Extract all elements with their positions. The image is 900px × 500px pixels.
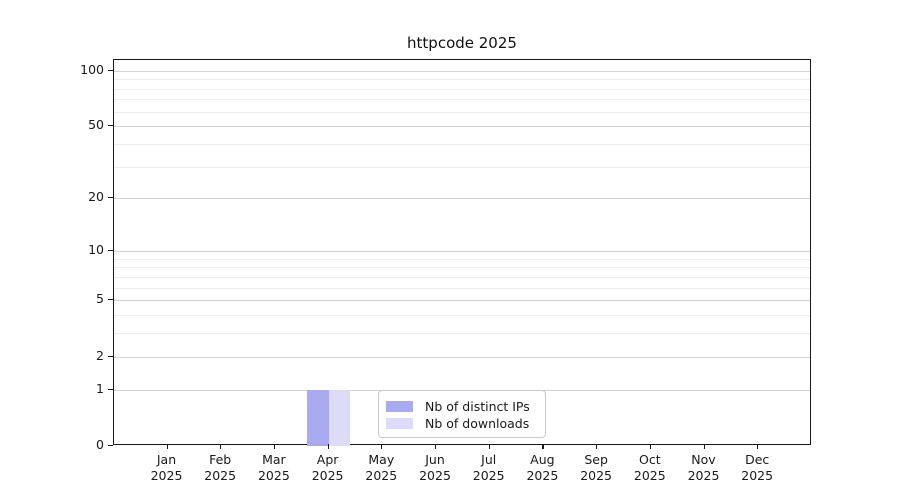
y-tick-label-50: 50: [88, 117, 104, 133]
bar-nb-of-downloads-apr: [328, 389, 351, 446]
y-tick-0: [108, 445, 113, 447]
gridline-major-50: [114, 126, 810, 128]
x-tick-apr: [327, 444, 329, 449]
x-tick-label-mar: Mar 2025: [257, 452, 290, 483]
x-tick-label-jan: Jan 2025: [150, 452, 183, 483]
x-tick-may: [381, 444, 383, 449]
gridline-major-2: [114, 356, 810, 358]
legend-item-distinct-ips: Nb of distinct IPs: [386, 398, 537, 414]
x-tick-label-feb: Feb 2025: [204, 452, 237, 483]
legend-swatch-downloads-icon: [386, 417, 413, 429]
x-tick-sep: [596, 444, 598, 449]
x-tick-label-aug: Aug 2025: [526, 452, 559, 483]
x-tick-label-apr: Apr 2025: [311, 452, 344, 483]
gridline-minor-9: [114, 258, 810, 260]
y-tick-label-20: 20: [88, 189, 104, 205]
gridline-minor-40: [114, 143, 810, 145]
y-tick-label-1: 1: [96, 380, 104, 396]
x-tick-label-jul: Jul 2025: [472, 452, 505, 483]
plot-area: Nb of distinct IPs Nb of downloads: [113, 59, 811, 446]
x-tick-label-dec: Dec 2025: [741, 452, 774, 483]
x-tick-nov: [703, 444, 705, 449]
bar-nb-of-distinct-ips-apr: [307, 389, 329, 446]
gridline-minor-60: [114, 111, 810, 113]
x-tick-mar: [273, 444, 276, 449]
x-tick-aug: [542, 444, 544, 449]
gridline-major-20: [114, 198, 810, 200]
gridline-major-5: [114, 300, 810, 302]
legend: Nb of distinct IPs Nb of downloads: [378, 390, 546, 438]
gridline-major-10: [114, 250, 810, 252]
gridline-minor-3: [114, 333, 810, 335]
x-tick-label-sep: Sep 2025: [580, 452, 612, 483]
y-tick-1: [108, 388, 113, 390]
x-tick-label-nov: Nov 2025: [687, 452, 720, 483]
gridline-minor-7: [114, 276, 810, 278]
gridline-minor-8: [114, 267, 810, 269]
chart-title: httpcode 2025: [407, 34, 517, 52]
gridline-minor-30: [114, 166, 810, 168]
legend-label-downloads: Nb of downloads: [425, 415, 530, 431]
x-tick-oct: [649, 444, 651, 449]
legend-item-downloads: Nb of downloads: [386, 415, 537, 431]
gridline-minor-70: [114, 99, 810, 101]
y-tick-label-10: 10: [88, 241, 104, 257]
gridline-major-100: [114, 70, 810, 72]
y-tick-100: [108, 69, 113, 71]
x-tick-jul: [488, 444, 490, 449]
x-tick-label-oct: Oct 2025: [633, 452, 666, 483]
y-tick-2: [108, 355, 113, 357]
y-tick-label-0: 0: [96, 437, 104, 452]
y-tick-20: [108, 197, 113, 199]
y-tick-label-100: 100: [80, 61, 104, 77]
legend-label-distinct-ips: Nb of distinct IPs: [425, 398, 530, 414]
gridline-minor-90: [114, 79, 810, 80]
y-tick-10: [108, 249, 113, 252]
gridline-minor-6: [114, 287, 810, 289]
x-tick-dec: [757, 444, 759, 449]
gridline-minor-80: [114, 88, 810, 90]
x-tick-jun: [435, 444, 437, 449]
y-tick-label-2: 2: [96, 347, 104, 363]
x-tick-feb: [220, 444, 222, 449]
x-tick-label-may: May 2025: [365, 452, 398, 483]
legend-swatch-distinct-ips-icon: [386, 400, 413, 412]
y-tick-5: [108, 299, 113, 301]
y-tick-label-5: 5: [96, 291, 104, 307]
x-tick-jan: [166, 444, 168, 449]
gridline-minor-4: [114, 315, 810, 317]
y-tick-50: [108, 125, 113, 127]
x-tick-label-jun: Jun 2025: [419, 452, 451, 483]
